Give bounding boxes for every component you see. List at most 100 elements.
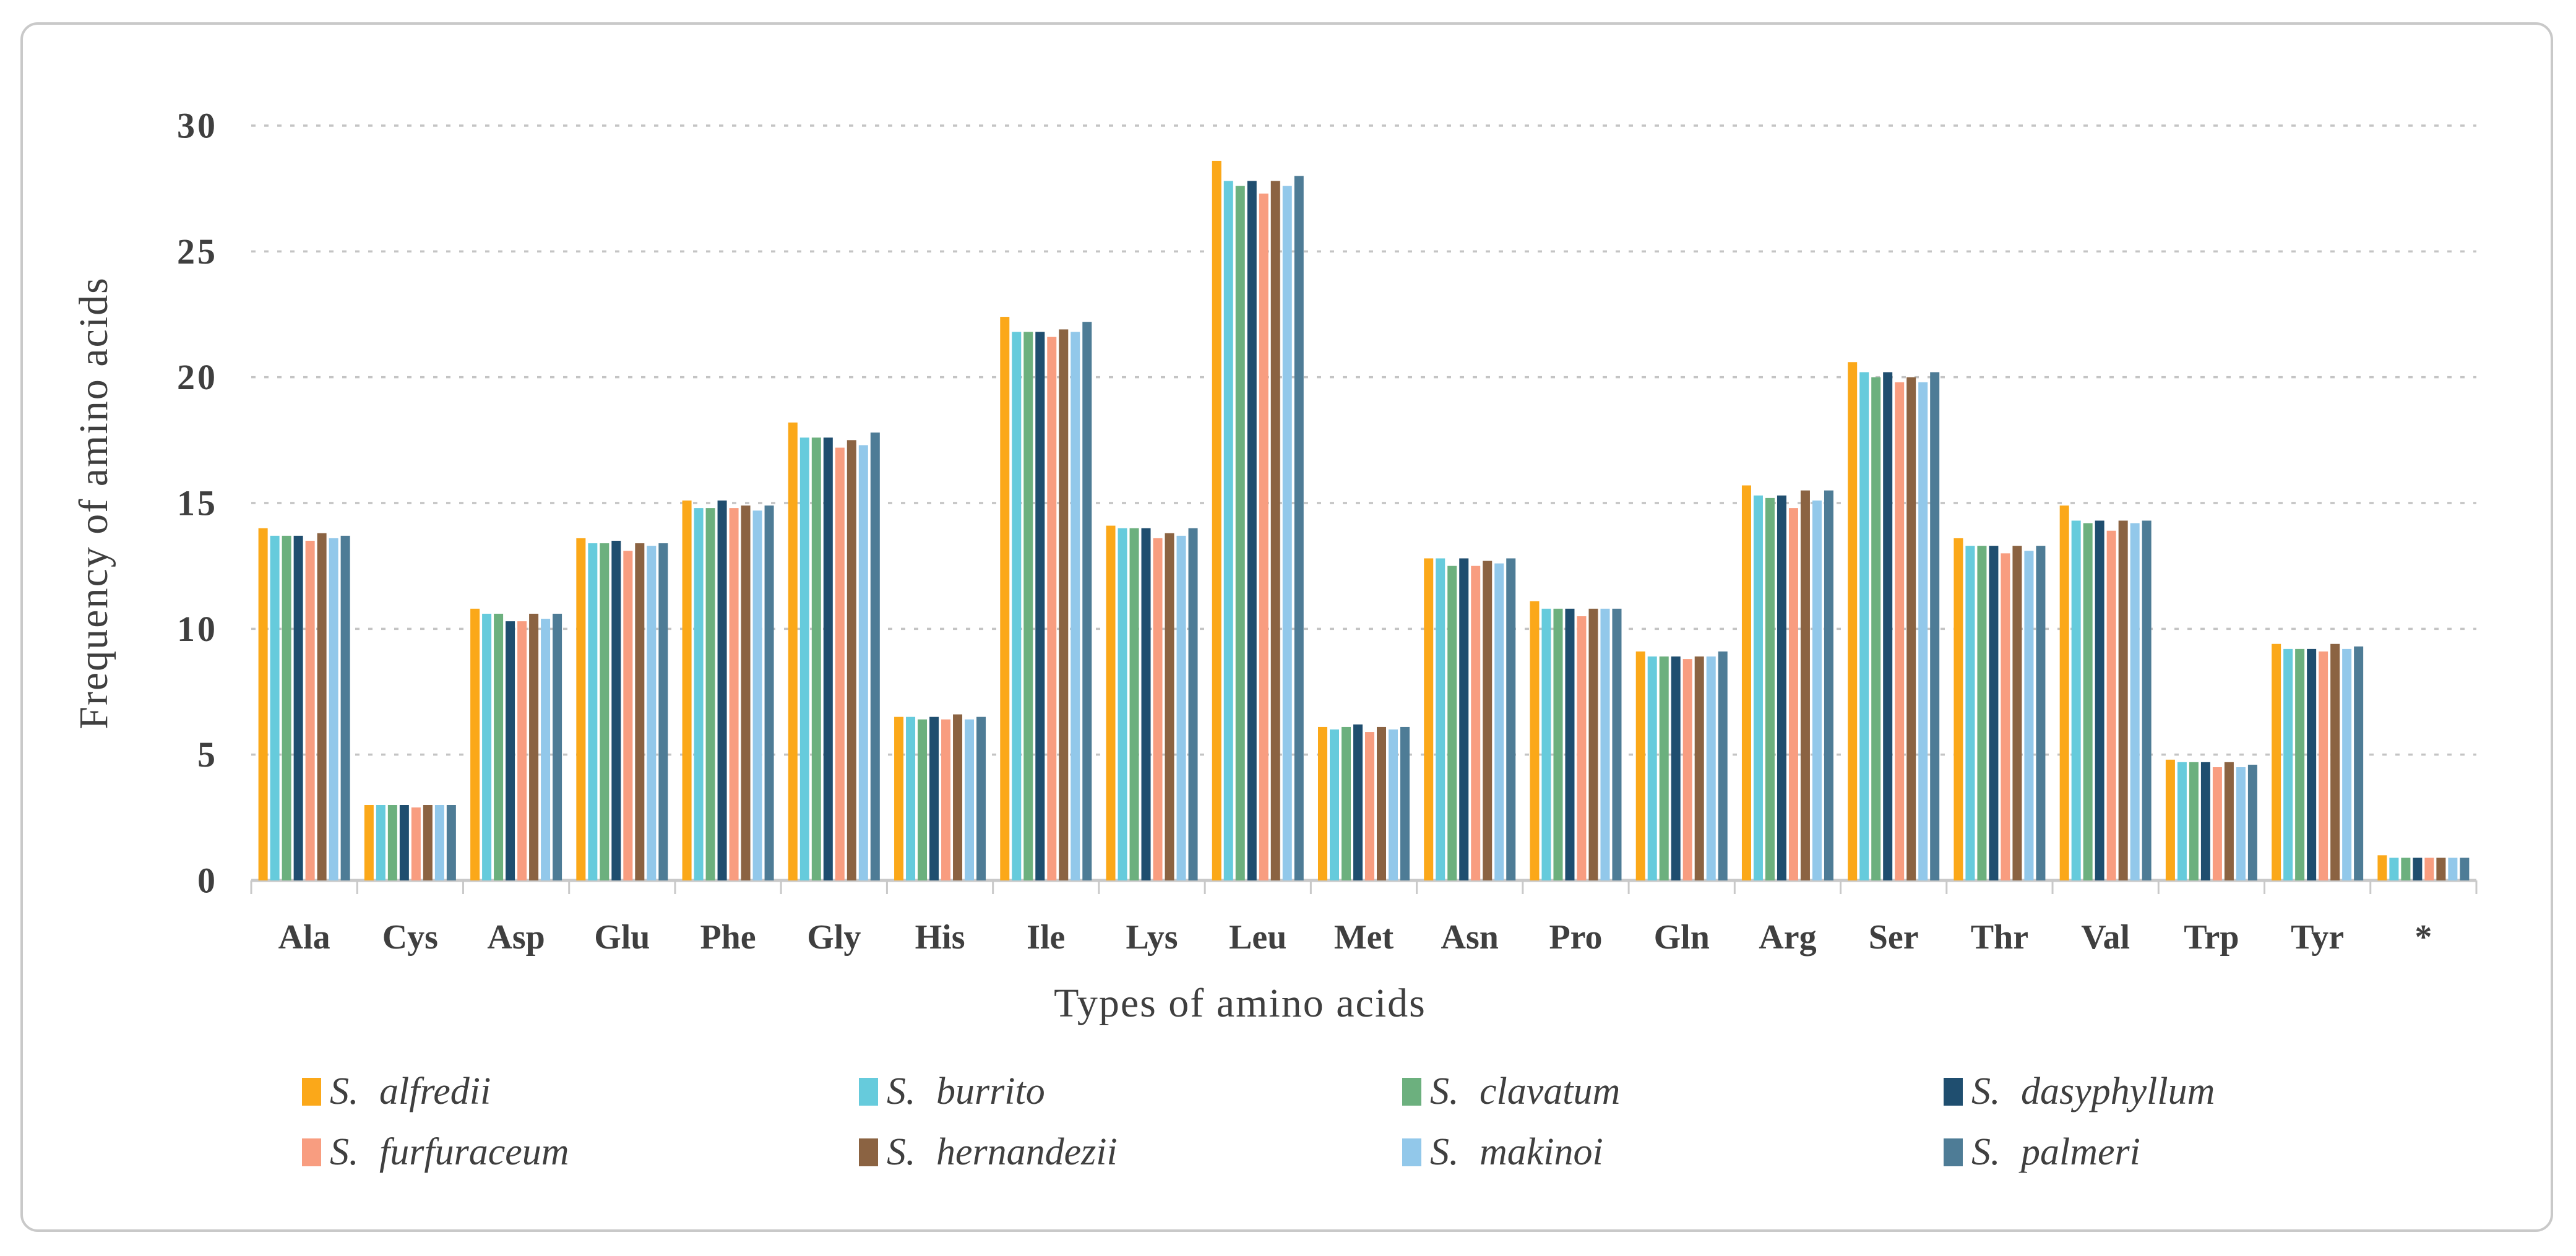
bar-s-clavatum-stop <box>2401 858 2411 880</box>
x-tick-label: Ser <box>1869 918 1919 957</box>
legend-label: S. alfredii <box>330 1070 491 1112</box>
bar-s-hernandezii-Glu <box>635 543 645 880</box>
x-axis-title: Types of amino acids <box>1054 981 1426 1026</box>
bar-s-dasyphyllum-Lys <box>1141 528 1151 880</box>
bar-s-dasyphyllum-Phe <box>717 500 727 880</box>
bar-s-palmeri-Lys <box>1188 528 1198 880</box>
bar-s-furfuraceum-Tyr <box>2319 651 2328 880</box>
bar-s-dasyphyllum-Leu <box>1247 181 1257 880</box>
bar-s-clavatum-Gly <box>811 437 821 880</box>
bar-s-makinoi-Glu <box>647 546 657 880</box>
bar-s-hernandezii-Arg <box>1800 490 1810 880</box>
legend-swatch-hernandezii <box>859 1138 878 1166</box>
x-tick-label: Lys <box>1126 918 1178 957</box>
x-tick-label: Met <box>1334 918 1394 957</box>
legend-swatch-makinoi <box>1402 1138 1421 1166</box>
x-tick-label: Asn <box>1441 918 1499 957</box>
bar-s-alfredii-Ala <box>258 528 268 880</box>
bar-s-makinoi-Phe <box>752 510 762 880</box>
bar-s-makinoi-Lys <box>1176 535 1186 880</box>
bar-s-clavatum-Trp <box>2189 762 2199 880</box>
bar-s-dasyphyllum-Asn <box>1459 558 1469 880</box>
legend-swatch-furfuraceum <box>302 1138 321 1166</box>
x-tick-label: Ala <box>278 918 330 957</box>
bar-s-palmeri-His <box>976 716 986 880</box>
bar-s-clavatum-Asp <box>494 613 504 880</box>
bar-s-alfredii-Val <box>2059 505 2069 880</box>
bar-s-alfredii-Asn <box>1424 558 1434 880</box>
y-axis-title: Frequency of amino acids <box>71 277 116 729</box>
bar-s-clavatum-Arg <box>1765 497 1775 880</box>
bar-s-clavatum-Ser <box>1871 377 1881 880</box>
bar-s-makinoi-Val <box>2130 523 2140 880</box>
bar-s-alfredii-Cys <box>364 805 374 880</box>
bar-s-hernandezii-Trp <box>2224 762 2234 880</box>
x-tick-label: Cys <box>382 918 438 957</box>
bar-s-burrito-Ile <box>1012 332 1022 880</box>
bar-s-palmeri-Trp <box>2247 764 2257 880</box>
bar-s-dasyphyllum-Gly <box>823 437 833 880</box>
bar-s-alfredii-Phe <box>682 500 692 880</box>
bar-s-furfuraceum-Ile <box>1047 337 1057 880</box>
bar-s-burrito-Asp <box>482 613 492 880</box>
y-tick-label: 10 <box>177 609 218 649</box>
bar-s-furfuraceum-Asn <box>1471 566 1481 880</box>
bar-s-furfuraceum-Asp <box>517 621 527 880</box>
bar-s-alfredii-Gly <box>788 422 798 880</box>
bar-s-makinoi-Cys <box>434 805 444 880</box>
bar-s-burrito-Leu <box>1223 181 1233 880</box>
y-tick-label: 0 <box>197 861 218 901</box>
bar-s-hernandezii-Met <box>1377 726 1386 880</box>
bar-s-hernandezii-Ser <box>1906 377 1916 880</box>
x-tick-label: Asp <box>487 918 545 957</box>
legend-label: S. palmeri <box>1971 1130 2140 1173</box>
bar-s-makinoi-Gly <box>858 445 868 880</box>
legend-swatch-palmeri <box>1944 1138 1963 1166</box>
bar-s-hernandezii-Ile <box>1059 329 1069 880</box>
legend-item: S. palmeri <box>1944 1131 2140 1173</box>
bar-s-alfredii-Arg <box>1741 485 1751 880</box>
bar-s-makinoi-Ile <box>1070 332 1080 880</box>
bar-s-alfredii-Gln <box>1635 651 1645 880</box>
bar-s-clavatum-Leu <box>1235 186 1245 881</box>
bar-s-hernandezii-Pro <box>1588 608 1598 880</box>
bar-s-furfuraceum-Pro <box>1577 616 1587 880</box>
bar-s-furfuraceum-Trp <box>2212 767 2222 880</box>
bar-s-makinoi-Asp <box>541 619 551 880</box>
bar-s-palmeri-Asp <box>553 613 562 880</box>
bar-s-burrito-Val <box>2071 520 2081 880</box>
bar-s-clavatum-Cys <box>387 805 397 880</box>
bar-s-clavatum-His <box>918 719 928 880</box>
legend-item: S. alfredii <box>302 1070 491 1112</box>
bar-s-burrito-Arg <box>1753 495 1763 880</box>
bar-s-burrito-Tyr <box>2283 648 2293 880</box>
y-tick-label: 5 <box>197 734 218 775</box>
bar-s-dasyphyllum-His <box>929 716 939 880</box>
legend-item: S. hernandezii <box>859 1131 1118 1173</box>
bar-s-furfuraceum-His <box>941 719 951 880</box>
bar-s-dasyphyllum-Thr <box>1989 546 1999 880</box>
bar-s-palmeri-Ala <box>340 535 350 880</box>
bar-s-furfuraceum-Ser <box>1895 382 1905 880</box>
x-tick-label: * <box>2414 918 2432 957</box>
bar-s-makinoi-stop <box>2448 858 2458 880</box>
bar-s-clavatum-Val <box>2083 523 2093 880</box>
x-tick-label: Trp <box>2184 918 2239 957</box>
bar-s-burrito-Trp <box>2177 762 2187 880</box>
bar-s-burrito-Ser <box>1859 372 1869 880</box>
bar-s-hernandezii-Ala <box>317 533 327 880</box>
bar-s-hernandezii-Asp <box>529 613 539 880</box>
bar-s-burrito-Glu <box>588 543 598 880</box>
bar-s-palmeri-Ser <box>1930 372 1940 880</box>
y-tick-label: 25 <box>177 231 218 272</box>
bar-s-burrito-stop <box>2389 858 2399 880</box>
bar-s-burrito-Phe <box>694 508 704 880</box>
bar-s-makinoi-Pro <box>1600 608 1610 880</box>
x-tick-label: Arg <box>1759 918 1816 957</box>
bar-s-alfredii-His <box>894 716 904 880</box>
bar-s-palmeri-stop <box>2460 858 2470 880</box>
legend-swatch-alfredii <box>302 1077 321 1106</box>
bar-s-dasyphyllum-Ser <box>1883 372 1893 880</box>
bar-s-burrito-His <box>906 716 916 880</box>
